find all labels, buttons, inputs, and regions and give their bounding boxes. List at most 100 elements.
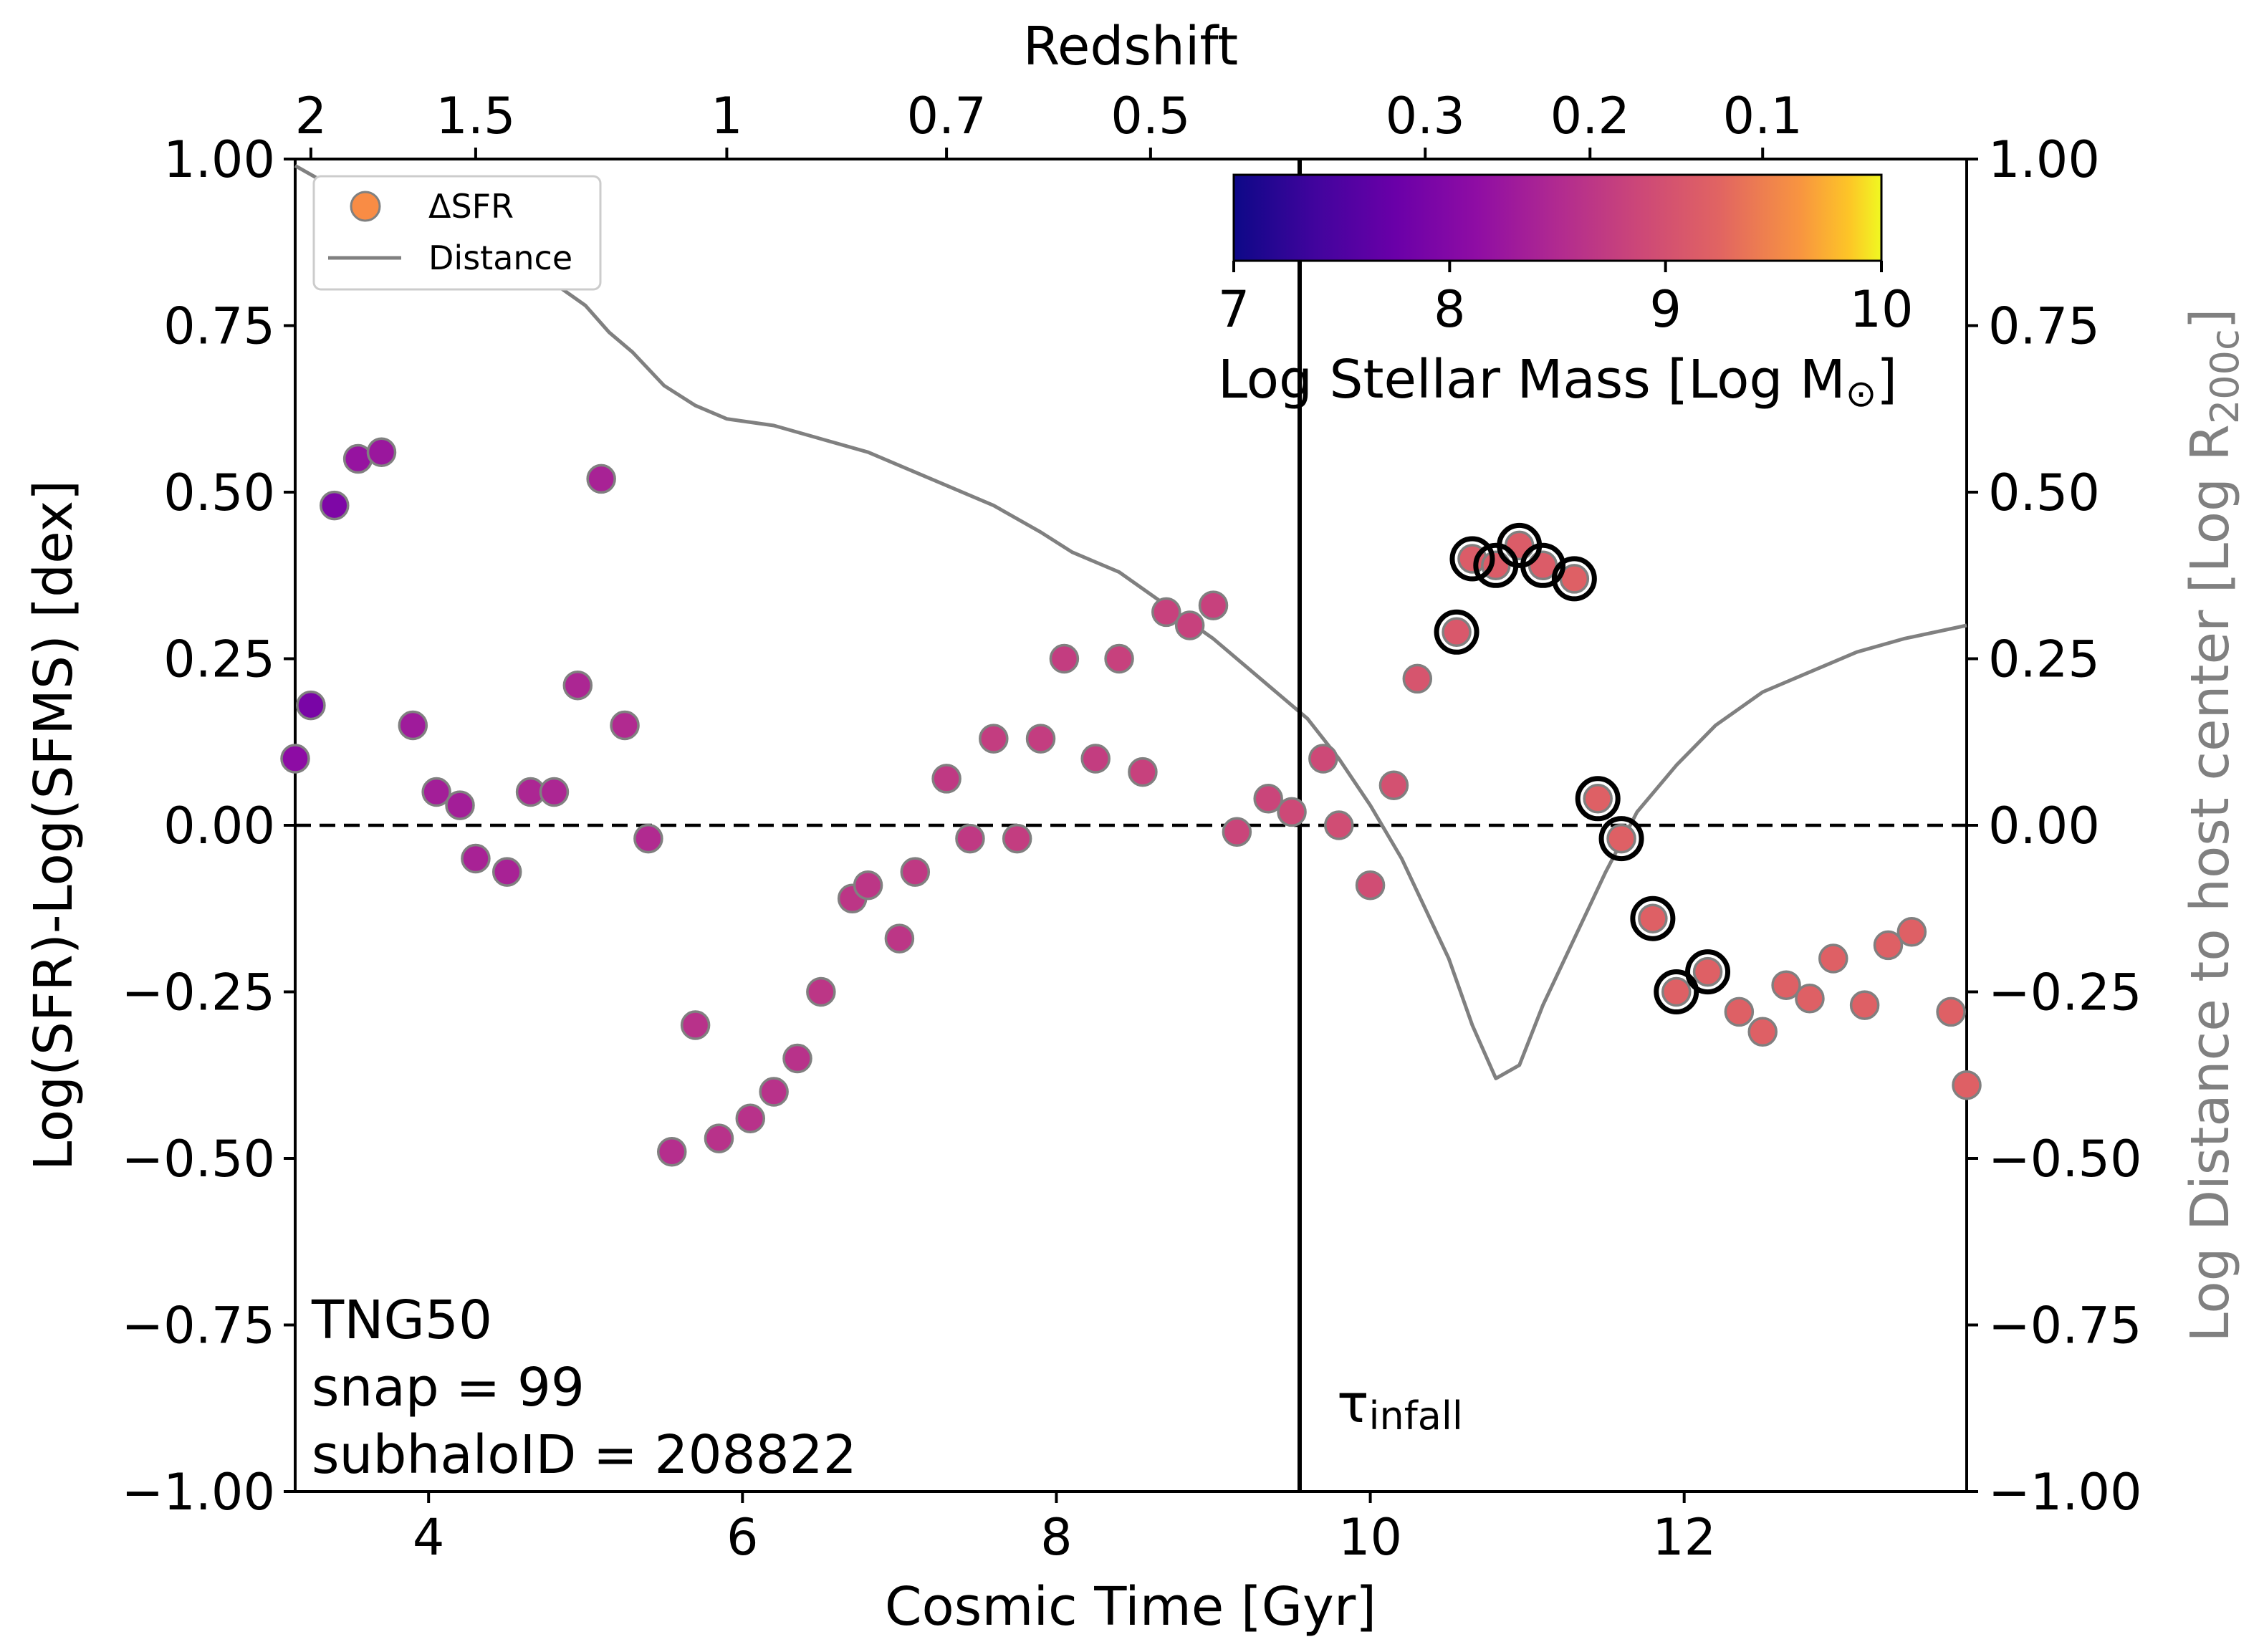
sfr-point [421, 777, 451, 807]
sfr-point [610, 710, 640, 741]
y-tick-label: −1.00 [121, 1463, 275, 1522]
y-axis-label: Log(SFR)-Log(SFMS) [dex] [23, 480, 85, 1171]
x-tick-label: 10 [1338, 1508, 1402, 1567]
sfr-point [445, 790, 475, 820]
y-tick-label: 1.00 [163, 130, 275, 189]
top-tick-label: 0.5 [1111, 87, 1190, 145]
y-axis-right-label-sub: 200c [2202, 329, 2248, 424]
y-axis-right-group: 1.00 0.75 0.50 0.25 0.00 −0.25 −0.50 −0.75 −1.00 [1967, 130, 2142, 1522]
sfr-point [1936, 997, 1966, 1027]
sfr-point [1818, 943, 1848, 974]
sfr-point [979, 724, 1009, 754]
y-tick-label: 0.75 [163, 297, 275, 356]
sfr-point [562, 670, 593, 701]
sfr-point [296, 690, 326, 721]
highlight-ring [1598, 816, 1644, 862]
sfr-point [884, 923, 915, 954]
sfr-point [1442, 617, 1472, 648]
sfr-point [931, 764, 961, 794]
legend-label-distance: Distance [428, 239, 572, 277]
highlight-ring [1575, 776, 1621, 822]
sfr-point [1638, 903, 1668, 933]
top-tick-label: 1.5 [436, 87, 515, 145]
highlight-ring [1685, 949, 1731, 995]
y-right-tick-label: −1.00 [1988, 1463, 2142, 1522]
x-tick-label: 4 [413, 1508, 445, 1567]
sfr-point [280, 744, 310, 774]
sfr-point [1747, 1017, 1778, 1047]
sfr-point [1583, 784, 1613, 814]
y-right-tick-label: −0.75 [1988, 1297, 2142, 1355]
y-right-tick-label: 0.25 [1988, 630, 2100, 689]
y-right-tick-label: 0.00 [1988, 797, 2100, 855]
sfr-point [1253, 784, 1283, 814]
sfr-point [704, 1123, 734, 1153]
sfr-point [1151, 597, 1181, 628]
sfr-point [1378, 770, 1409, 800]
colorbar-tick-label: 8 [1434, 280, 1466, 339]
y-axis-right-label-close: ] [2179, 308, 2241, 329]
sfr-point [1025, 724, 1056, 754]
annotation-block: TNG50 snap = 99 subhaloID = 208822 [311, 1290, 857, 1486]
top-tick-label: 0.1 [1723, 87, 1803, 145]
sfr-point [1896, 917, 1927, 947]
y-tick-label: −0.75 [121, 1297, 275, 1355]
y-tick-label: 0.50 [163, 464, 275, 522]
top-axis-group: 2 1.5 1 0.7 0.5 0.3 0.2 0.1 [295, 87, 1803, 159]
annotation-line-snap: snap = 99 [312, 1357, 585, 1418]
top-axis-label: Redshift [1023, 16, 1238, 77]
colorbar-label-close: ] [1876, 349, 1897, 410]
y-right-tick-label: 0.75 [1988, 297, 2100, 356]
colorbar-label-sub: ⊙ [1846, 373, 1877, 416]
sfr-point [1324, 810, 1354, 840]
y-tick-label: 0.25 [163, 630, 275, 689]
highlight-rings-group [1434, 522, 1731, 1014]
sfr-point [1952, 1070, 1982, 1100]
highlight-ring [1520, 542, 1566, 588]
sfr-point [1308, 744, 1338, 774]
y-right-tick-label: −0.50 [1988, 1130, 2142, 1188]
colorbar-label: Log Stellar Mass [Log M⊙] [1218, 349, 1897, 416]
y-tick-label: 0.00 [163, 797, 275, 855]
distance-line [294, 164, 1967, 1080]
colorbar-tick-label: 7 [1218, 280, 1250, 339]
sfr-point [759, 1077, 789, 1107]
sfr-point [1504, 530, 1535, 561]
colorbar: 7 8 9 10 Log Stellar Mass [Log M⊙] [1218, 173, 1914, 416]
x-tick-label: 6 [726, 1508, 759, 1567]
colorbar-ticks-group: 7 8 9 10 [1218, 261, 1914, 339]
infall-label-tau: τ [1337, 1373, 1369, 1435]
plot-area-group [280, 158, 1982, 1493]
colorbar-gradient [1232, 173, 1883, 262]
sfr-point [680, 1010, 711, 1040]
colorbar-label-main: Log Stellar Mass [Log M [1218, 349, 1846, 410]
top-tick-label: 1 [711, 87, 743, 145]
top-tick-label: 2 [295, 87, 327, 145]
top-tick-label: 0.7 [906, 87, 986, 145]
highlight-ring [1434, 609, 1479, 655]
sfr-point [900, 857, 931, 887]
colorbar-tick-label: 9 [1649, 280, 1682, 339]
sfr-point [656, 1136, 687, 1167]
sfr-point [1002, 823, 1032, 854]
highlight-ring [1654, 969, 1699, 1014]
legend: ΔSFR Distance [312, 175, 602, 291]
legend-label-dsfr: ΔSFR [428, 187, 514, 226]
sfr-point [1080, 744, 1111, 774]
sfr-point [1402, 663, 1433, 694]
sfr-point [491, 857, 522, 887]
sfr-point [1104, 643, 1134, 674]
y-tick-label: −0.50 [121, 1130, 275, 1188]
sfr-point [1277, 797, 1307, 827]
sfr-point [1771, 970, 1801, 1000]
sfr-point [633, 823, 663, 854]
y-right-tick-label: −0.25 [1988, 964, 2142, 1022]
highlight-ring [1551, 556, 1597, 602]
y-axis-left-group: 1.00 0.75 0.50 0.25 0.00 −0.25 −0.50 −0.75 −1.00 [121, 130, 295, 1522]
sfr-point [1049, 643, 1080, 674]
sfr-point [461, 843, 491, 874]
x-axis-group: 4 6 8 10 12 [413, 1492, 1716, 1567]
infall-label-sub: infall [1369, 1393, 1463, 1439]
sfr-point [782, 1043, 812, 1074]
